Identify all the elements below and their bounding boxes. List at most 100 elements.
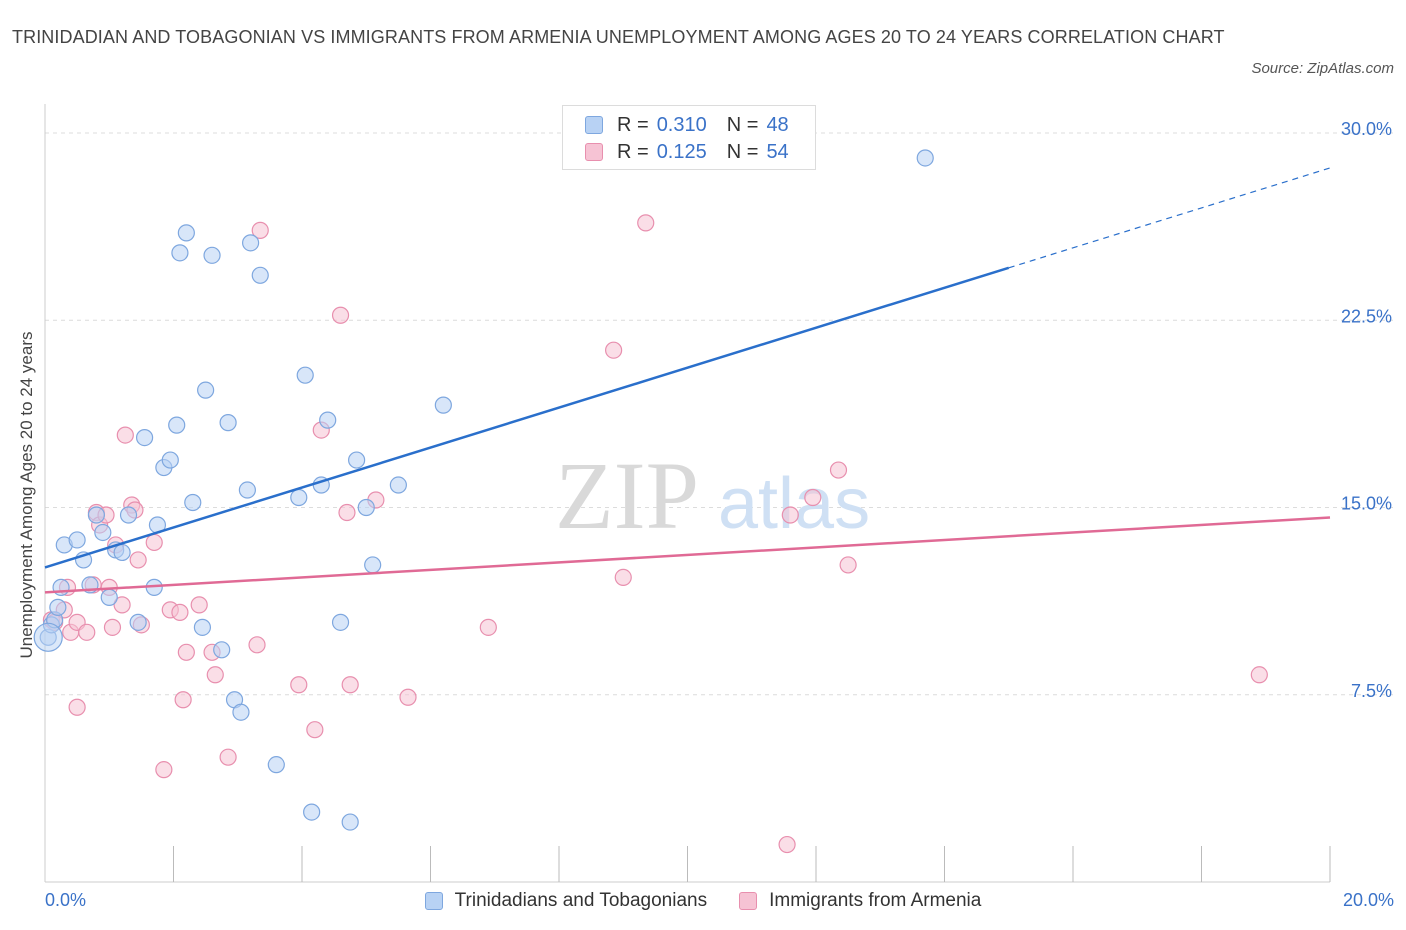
armenia-point — [78, 623, 96, 641]
armenia-point — [206, 666, 224, 684]
x-tick-min: 0.0% — [45, 890, 87, 910]
armenia-point — [1250, 666, 1268, 684]
trinidad-point — [341, 813, 359, 831]
legend-r-label: R = — [617, 140, 649, 163]
trend-line-trinidad — [44, 266, 1010, 569]
armenia-point — [190, 596, 208, 614]
armenia-point — [341, 676, 359, 694]
trinidad-point — [161, 451, 179, 469]
armenia-point — [155, 761, 173, 779]
watermark-atlas: atlas — [718, 464, 870, 544]
trend-line-trinidad-extension — [1008, 167, 1331, 269]
legend-item-armenia[interactable]: Immigrants from Armenia — [739, 890, 981, 912]
trinidad-point — [357, 498, 375, 517]
trinidad-point — [171, 244, 189, 262]
chart-title: TRINIDADIAN AND TOBAGONIAN VS IMMIGRANTS… — [12, 27, 1225, 47]
trinidad-point — [49, 598, 67, 616]
armenia-point — [113, 596, 131, 614]
trinidad-point — [232, 703, 250, 721]
trinidad-point — [290, 488, 308, 507]
source-label: Source: ZipAtlas.com — [1251, 60, 1394, 77]
trinidad-point — [296, 366, 314, 384]
armenia-point — [331, 306, 350, 324]
armenia-point — [399, 688, 417, 706]
trinidad-point — [129, 613, 147, 631]
trinidad-point — [197, 381, 215, 399]
legend-n-value: 54 — [766, 140, 789, 163]
trinidad-point — [251, 266, 269, 284]
watermark: ZIP atlas — [555, 442, 870, 549]
armenia-point — [479, 618, 497, 636]
legend-swatch-blue — [585, 116, 603, 134]
correlation-legend: R = 0.310 N = 48 R = 0.125 N = 54 — [562, 105, 816, 170]
armenia-point — [778, 835, 796, 854]
armenia-point — [290, 676, 308, 694]
armenia-point — [781, 506, 799, 524]
legend-r-value: 0.125 — [656, 140, 707, 163]
trinidad-point — [135, 428, 154, 447]
trinidad-point — [364, 556, 382, 574]
trinidad-point — [87, 506, 106, 524]
trinidad-point — [213, 641, 231, 659]
armenia-point — [839, 556, 857, 574]
trinidad-point — [238, 481, 256, 499]
armenia-point — [174, 691, 192, 709]
armenia-point — [829, 461, 848, 479]
legend-row-armenia: R = 0.125 N = 54 — [585, 141, 789, 163]
trinidad-point — [119, 506, 138, 524]
armenia-point — [605, 341, 623, 359]
trinidad-point — [219, 414, 237, 432]
legend-swatch-blue — [424, 892, 443, 910]
armenia-point — [129, 551, 147, 569]
y-tick-label: 22.5% — [1341, 306, 1392, 326]
legend-row-trinidad: R = 0.310 N = 48 — [585, 114, 789, 136]
legend-label-trinidad: Trinidadians and Tobagonians — [454, 890, 708, 911]
armenia-point — [116, 426, 134, 444]
trinidad-point — [303, 803, 321, 821]
armenia-point — [171, 603, 189, 621]
armenia-point — [804, 488, 822, 507]
trend-lines — [44, 167, 1331, 594]
gridlines — [45, 132, 1395, 696]
trinidad-point — [348, 451, 366, 469]
axes — [44, 104, 1331, 883]
trinidad-point — [389, 476, 407, 494]
y-tick-label: 30.0% — [1341, 119, 1392, 139]
y-tick-label: 15.0% — [1341, 494, 1392, 514]
trend-line-armenia — [44, 516, 1331, 594]
trinidad-point — [319, 411, 337, 429]
trinidad-point — [916, 149, 934, 167]
legend-n-label: N = — [726, 140, 759, 163]
series-legend: Trinidadians and Tobagonians Immigrants … — [0, 890, 1406, 912]
armenia-point — [338, 503, 356, 522]
armenia-point — [68, 698, 86, 716]
trinidad-point — [203, 246, 221, 264]
armenia-point — [251, 221, 269, 239]
x-tick-max: 20.0% — [1342, 890, 1394, 910]
trinidad-point — [434, 396, 452, 414]
armenia-point — [614, 568, 632, 587]
legend-swatch-pink — [585, 143, 603, 161]
trinidad-point — [184, 493, 202, 512]
watermark-zip: ZIP — [555, 442, 699, 549]
armenia-point — [637, 214, 655, 232]
legend-r-label: R = — [617, 113, 649, 136]
legend-swatch-pink — [739, 892, 758, 910]
legend-n-value: 48 — [766, 113, 789, 136]
armenia-point — [248, 636, 266, 654]
legend-item-trinidad[interactable]: Trinidadians and Tobagonians — [424, 890, 708, 912]
trinidad-point — [100, 588, 118, 606]
trinidad-point — [267, 756, 285, 774]
armenia-point — [103, 618, 122, 636]
trinidad-point — [242, 234, 260, 252]
armenia-point — [145, 533, 163, 552]
trinidad-point — [94, 523, 112, 542]
trinidad-point — [168, 416, 186, 434]
trinidad-point-cluster — [33, 622, 63, 652]
armenia-point — [306, 721, 324, 739]
trinidad-point — [177, 224, 195, 242]
trinidad-point — [68, 531, 86, 549]
y-tick-label: 7.5% — [1351, 681, 1392, 701]
legend-r-value: 0.310 — [656, 113, 707, 136]
